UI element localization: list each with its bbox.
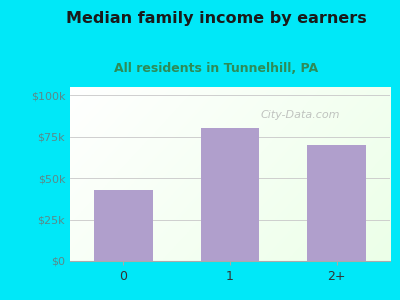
Text: All residents in Tunnelhill, PA: All residents in Tunnelhill, PA	[114, 61, 318, 74]
Bar	[201, 128, 259, 261]
Bar	[94, 190, 153, 261]
Text: Median family income by earners: Median family income by earners	[66, 11, 366, 26]
Bar	[307, 145, 366, 261]
Text: City-Data.com: City-Data.com	[261, 110, 340, 120]
